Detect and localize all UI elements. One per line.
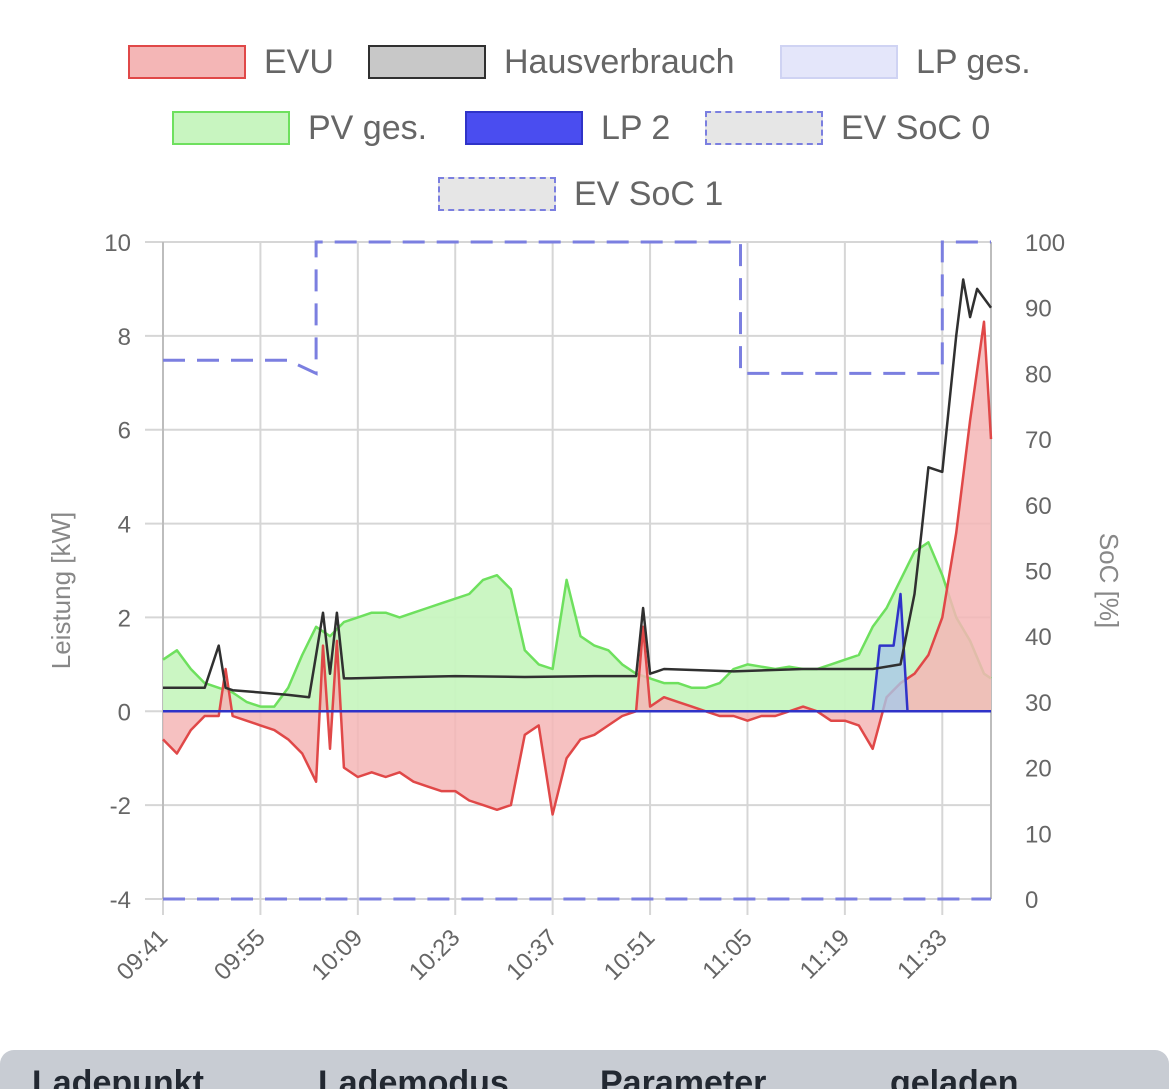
x-tick-label: 11:05 — [697, 924, 757, 984]
legend-swatch-lp-ges — [780, 45, 898, 79]
y-left-tick-label: 10 — [104, 230, 131, 257]
legend-label-hausverbrauch: Hausverbrauch — [504, 42, 735, 81]
legend-item-ev-soc-0[interactable]: EV SoC 0 — [705, 108, 990, 148]
x-tick-label: 11:33 — [892, 924, 952, 984]
x-tick-label: 09:55 — [209, 924, 271, 986]
y-left-tick-label: 0 — [118, 699, 131, 726]
chart-legend: EVU Hausverbrauch LP ges. PV ges. LP 2 E… — [0, 0, 1169, 230]
x-tick-label: 11:19 — [795, 924, 855, 984]
legend-item-lp-ges[interactable]: LP ges. — [780, 42, 1031, 82]
legend-item-hausverbrauch[interactable]: Hausverbrauch — [368, 42, 735, 82]
y-right-tick-label: 30 — [1025, 690, 1052, 717]
series-ev-soc-1-line — [163, 240, 991, 376]
legend-label-pv-ges: PV ges. — [308, 108, 428, 147]
column-header-lademodus[interactable]: Lademodus — [318, 1064, 509, 1089]
y-right-tick-label: 40 — [1025, 624, 1052, 651]
y-right-tick-label: 60 — [1025, 493, 1052, 520]
y-right-tick-label: 0 — [1025, 887, 1038, 914]
legend-label-ev-soc-1: EV SoC 1 — [574, 174, 724, 213]
series-hausverbrauch-line — [163, 278, 993, 699]
x-tick-label: 10:37 — [501, 924, 563, 986]
legend-item-evu[interactable]: EVU — [128, 42, 334, 82]
y-left-tick-label: -2 — [110, 793, 131, 820]
y-right-tick-label: 20 — [1025, 756, 1052, 783]
column-header-geladen[interactable]: geladen — [890, 1064, 1019, 1089]
legend-swatch-ev-soc-0 — [705, 111, 823, 145]
legend-label-lp-ges: LP ges. — [916, 42, 1031, 81]
x-tick-label: 10:09 — [307, 924, 369, 986]
y-left-tick-label: 2 — [118, 605, 131, 632]
x-tick-label: 09:41 — [112, 924, 174, 986]
charging-table-header: Ladepunkt Lademodus Parameter geladen — [0, 1050, 1169, 1089]
series-pv-line — [162, 541, 992, 708]
y-right-tick-label: 50 — [1025, 559, 1052, 586]
chart-card: EVU Hausverbrauch LP ges. PV ges. LP 2 E… — [0, 0, 1169, 986]
y-right-tick-label: 90 — [1025, 296, 1052, 323]
legend-swatch-ev-soc-1 — [438, 177, 556, 211]
legend-label-lp-2: LP 2 — [601, 108, 671, 147]
y-left-tick-label: -4 — [110, 887, 131, 914]
x-tick-label: 10:23 — [404, 924, 466, 986]
y-right-tick-label: 70 — [1025, 427, 1052, 454]
legend-item-pv-ges[interactable]: PV ges. — [172, 108, 427, 148]
series-evu-area — [163, 321, 991, 815]
series-evu-line — [162, 320, 993, 816]
y-right-tick-label: 10 — [1025, 821, 1052, 848]
legend-label-ev-soc-0: EV SoC 0 — [841, 108, 991, 147]
y-right-tick-label: 80 — [1025, 361, 1052, 388]
legend-swatch-evu — [128, 45, 246, 79]
y-right-axis-title: SoC [%] — [1094, 533, 1124, 628]
y-left-tick-label: 8 — [118, 324, 131, 351]
column-header-ladepunkt[interactable]: Ladepunkt — [32, 1064, 204, 1089]
legend-swatch-pv-ges — [172, 111, 290, 145]
legend-item-lp-2[interactable]: LP 2 — [465, 108, 670, 148]
legend-item-ev-soc-1[interactable]: EV SoC 1 — [438, 174, 723, 214]
y-left-tick-label: 4 — [118, 512, 131, 539]
legend-swatch-hausverbrauch — [368, 45, 486, 79]
y-left-tick-label: 6 — [118, 418, 131, 445]
y-right-tick-label: 100 — [1025, 230, 1065, 257]
y-left-axis-title: Leistung [kW] — [46, 512, 76, 670]
x-tick-label: 10:51 — [599, 924, 661, 986]
legend-swatch-lp-2 — [465, 111, 583, 145]
legend-label-evu: EVU — [264, 42, 334, 81]
column-header-parameter[interactable]: Parameter — [600, 1064, 767, 1089]
